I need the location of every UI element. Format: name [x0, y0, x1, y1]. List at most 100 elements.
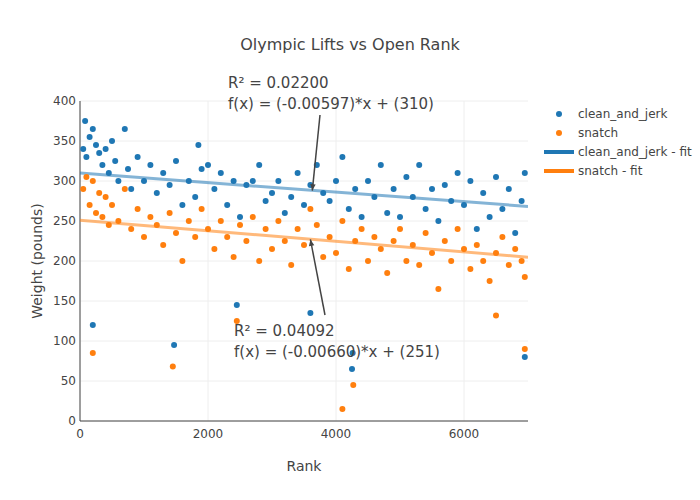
- legend-marker: [556, 111, 562, 117]
- scatter-point: [487, 214, 493, 220]
- scatter-point: [442, 238, 448, 244]
- scatter-point: [429, 186, 435, 192]
- scatter-point: [154, 222, 160, 228]
- annotation-arrowhead: [309, 239, 314, 246]
- y-grid-line: [80, 221, 528, 222]
- scatter-point: [365, 258, 371, 264]
- scatter-point: [288, 194, 294, 200]
- x-grid-line: [336, 101, 337, 421]
- chart-svg: 0501001502002503003504000200040006000Oly…: [0, 0, 700, 500]
- scatter-point: [493, 250, 499, 256]
- scatter-point: [82, 118, 88, 124]
- scatter-point: [474, 242, 480, 248]
- scatter-point: [435, 286, 441, 292]
- scatter-point: [96, 150, 102, 156]
- x-tick-label: 0: [76, 427, 84, 441]
- scatter-point: [359, 214, 365, 220]
- scatter-point: [218, 218, 224, 224]
- fit-line: [80, 220, 528, 257]
- scatter-point: [435, 218, 441, 224]
- scatter-point: [493, 174, 499, 180]
- scatter-point: [103, 146, 109, 152]
- scatter-point: [179, 202, 185, 208]
- scatter-point: [416, 162, 422, 168]
- scatter-point: [99, 162, 105, 168]
- scatter-point: [397, 214, 403, 220]
- scatter-point: [109, 138, 115, 144]
- chart-title: Olympic Lifts vs Open Rank: [240, 35, 460, 54]
- scatter-point: [429, 250, 435, 256]
- y-tick-label: 350: [53, 134, 76, 148]
- scatter-point: [147, 214, 153, 220]
- scatter-point: [410, 242, 416, 248]
- scatter-point: [122, 126, 128, 132]
- scatter-point: [519, 198, 525, 204]
- scatter-point: [499, 206, 505, 212]
- y-axis-title: Weight (pounds): [29, 203, 45, 319]
- scatter-point: [141, 234, 147, 240]
- plot-marks: [80, 118, 528, 412]
- scatter-point: [522, 274, 528, 280]
- scatter-point: [391, 186, 397, 192]
- annotation-text: R² = 0.04092: [234, 322, 335, 340]
- y-grid-line: [80, 141, 528, 142]
- annotation-arrow: [310, 239, 325, 315]
- scatter-point: [384, 210, 390, 216]
- scatter-point: [339, 218, 345, 224]
- scatter-point: [295, 170, 301, 176]
- y-grid-line: [80, 421, 528, 422]
- scatter-point: [512, 246, 518, 252]
- scatter-point: [512, 230, 518, 236]
- background: [0, 0, 700, 500]
- scatter-point: [256, 162, 262, 168]
- y-grid-line: [80, 301, 528, 302]
- y-tick-label: 150: [53, 294, 76, 308]
- scatter-point: [90, 126, 96, 132]
- legend-label: clean_and_jerk: [578, 107, 668, 121]
- scatter-point: [506, 186, 512, 192]
- scatter-point: [282, 238, 288, 244]
- scatter-point: [410, 194, 416, 200]
- scatter-point: [359, 226, 365, 232]
- legend-marker: [556, 130, 562, 136]
- scatter-point: [106, 170, 112, 176]
- scatter-point: [160, 170, 166, 176]
- scatter-point: [416, 262, 422, 268]
- scatter-point: [522, 354, 528, 360]
- scatter-point: [205, 226, 211, 232]
- scatter-point: [352, 238, 358, 244]
- scatter-point: [349, 366, 355, 372]
- scatter-point: [93, 210, 99, 216]
- scatter-point: [350, 382, 356, 388]
- scatter-point: [109, 202, 115, 208]
- scatter-point: [295, 226, 301, 232]
- scatter-point: [339, 154, 345, 160]
- scatter-point: [173, 158, 179, 164]
- scatter-point: [403, 174, 409, 180]
- scatter-point: [192, 194, 198, 200]
- chart-container: 0501001502002503003504000200040006000Oly…: [0, 0, 700, 500]
- scatter-point: [448, 198, 454, 204]
- scatter-point: [147, 162, 153, 168]
- scatter-point: [403, 258, 409, 264]
- scatter-point: [448, 258, 454, 264]
- scatter-point: [263, 198, 269, 204]
- legend-line: [544, 150, 574, 154]
- scatter-point: [269, 246, 275, 252]
- scatter-point: [327, 198, 333, 204]
- scatter-point: [480, 258, 486, 264]
- scatter-point: [282, 210, 288, 216]
- annotation-text: f(x) = (-0.00597)*x + (310): [228, 95, 434, 113]
- y-tick-label: 100: [53, 334, 76, 348]
- scatter-point: [250, 178, 256, 184]
- scatter-point: [243, 238, 249, 244]
- scatter-point: [352, 186, 358, 192]
- annotation-arrow: [312, 115, 320, 191]
- y-tick-label: 0: [68, 414, 76, 428]
- scatter-point: [90, 350, 96, 356]
- scatter-point: [320, 254, 326, 260]
- scatter-point: [522, 346, 528, 352]
- scatter-point: [384, 270, 390, 276]
- scatter-point: [211, 246, 217, 252]
- scatter-point: [333, 178, 339, 184]
